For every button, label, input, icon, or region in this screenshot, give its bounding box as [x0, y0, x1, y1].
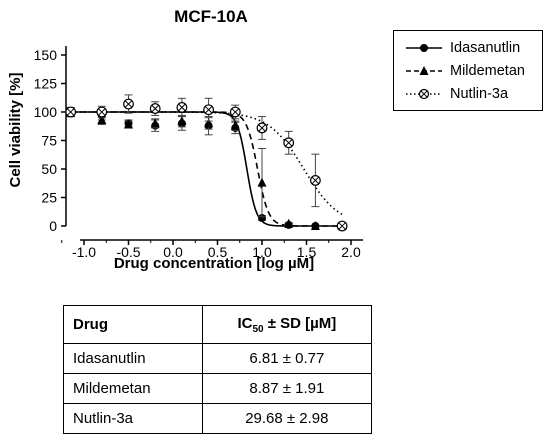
y-tick-label: 100	[34, 104, 58, 120]
cell-drug: Nutlin-3a	[63, 403, 203, 434]
header-ic50: IC50 ± SD [µM]	[201, 305, 373, 344]
cell-drug: Mildemetan	[63, 373, 203, 404]
table-row: Idasanutlin 6.81 ± 0.77	[63, 343, 373, 374]
legend-label: Idasanutlin	[450, 40, 521, 56]
cell-ic50: 6.81 ± 0.77	[201, 343, 373, 374]
legend-symbol-mildemetan	[406, 66, 442, 75]
y-tick-label: 75	[41, 133, 57, 149]
cell-ic50: 8.87 ± 1.91	[201, 373, 373, 404]
data-point-cross	[338, 222, 346, 230]
table-row: Nutlin-3a 29.68 ± 2.98	[63, 403, 373, 434]
legend-label: Mildemetan	[450, 63, 525, 79]
data-point-circle	[258, 214, 266, 223]
y-tick-label: 0	[49, 218, 57, 234]
data-point-cross	[231, 108, 239, 116]
data-point-triangle	[257, 177, 267, 187]
x-tick-label: -0.5	[116, 244, 140, 260]
data-point-triangle	[177, 116, 187, 126]
data-point-cross	[151, 104, 159, 113]
data-point-triangle	[124, 119, 133, 129]
legend-item-nutlin: Nutlin-3a	[404, 84, 508, 104]
y-tick-label: 150	[34, 47, 58, 63]
y-tick-label: 25	[41, 190, 57, 206]
data-point-cross	[204, 106, 213, 114]
ic50-table: Drug IC50 ± SD [µM] Idasanutlin 6.81 ± 0…	[63, 305, 373, 434]
x-axis-ticks: -1.0 -0.5 0.0 0.5 1.0 1.5 2.0	[61, 240, 361, 260]
chart-legend: Idasanutlin Mildemetan Nutlin-3a	[393, 30, 543, 111]
cell-drug: Idasanutlin	[63, 343, 203, 374]
x-axis-label: Drug concentration [log µM]	[114, 255, 314, 272]
data-point-cross	[285, 139, 293, 147]
legend-symbol-idasanutlin	[406, 44, 442, 52]
x-tick-label: -1.0	[72, 244, 96, 260]
y-axis-ticks: 0 25 50 75 100 125 150	[34, 47, 66, 234]
data-point-triangle	[150, 118, 160, 128]
x-tick-label: 1.0	[252, 244, 272, 260]
data-point-triangle	[204, 118, 214, 128]
x-tick-label: 2.0	[341, 244, 361, 260]
data-point-cross	[98, 108, 106, 116]
x-tick-label: 1.5	[297, 244, 317, 260]
x-tick-label: 0.5	[208, 244, 228, 260]
dose-response-chart: MCF-10A Cell viability [%] Drug concentr…	[7, 7, 363, 272]
table-header-row: Drug IC50 ± SD [µM]	[63, 305, 373, 344]
legend-item-idasanutlin: Idasanutlin	[404, 38, 520, 58]
chart-title: MCF-10A	[174, 7, 248, 26]
data-points	[65, 94, 348, 232]
x-tick-label: 0.0	[163, 244, 183, 260]
data-point-cross	[311, 176, 320, 185]
data-point-triangle	[284, 218, 294, 228]
legend-item-mildemetan: Mildemetan	[404, 61, 525, 81]
data-point-triangle	[310, 221, 320, 230]
data-point-cross	[258, 124, 266, 132]
data-point-triangle	[230, 120, 240, 130]
header-drug: Drug	[63, 305, 203, 344]
y-axis-label: Cell viability [%]	[7, 72, 24, 187]
data-point-cross	[66, 108, 75, 116]
cell-ic50: 29.68 ± 2.98	[201, 403, 373, 434]
legend-symbol-nutlin	[406, 88, 442, 100]
y-tick-label: 125	[34, 76, 58, 92]
data-point-cross	[178, 103, 186, 112]
data-point-cross	[124, 100, 133, 108]
table-row: Mildemetan 8.87 ± 1.91	[63, 373, 373, 404]
y-tick-label: 50	[41, 161, 57, 177]
legend-label: Nutlin-3a	[450, 86, 509, 102]
data-point-triangle	[97, 114, 107, 124]
